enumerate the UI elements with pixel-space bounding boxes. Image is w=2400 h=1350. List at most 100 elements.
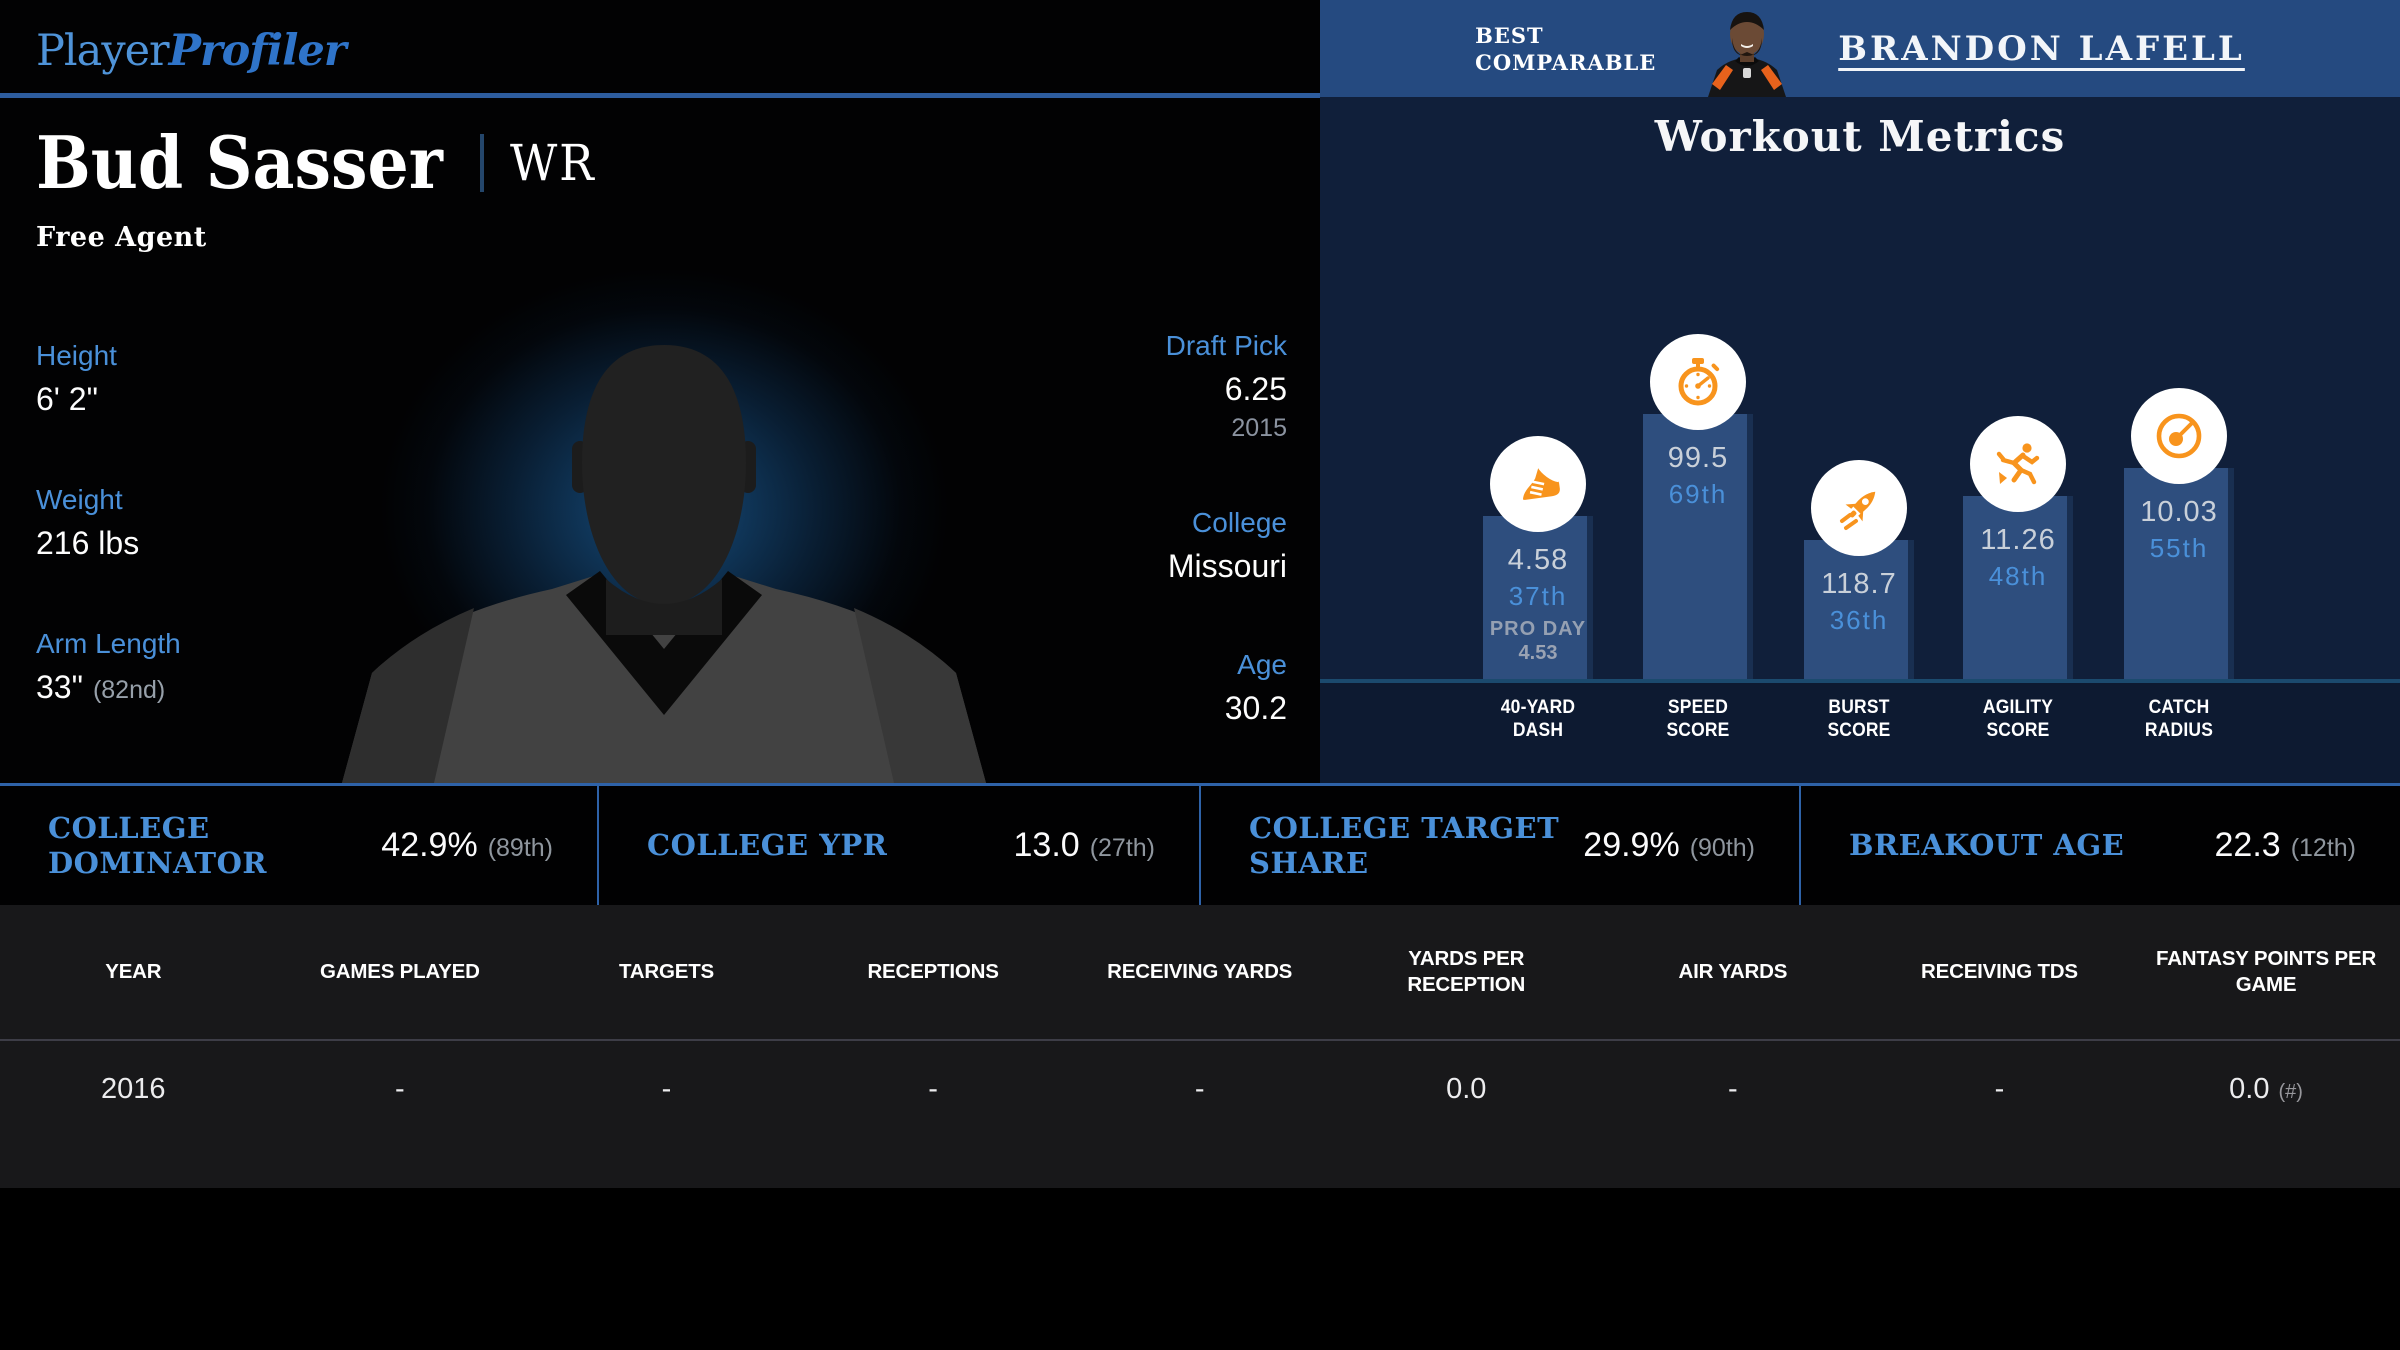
logo-italic: Profiler	[168, 26, 347, 76]
comparable-player-avatar[interactable]	[1688, 8, 1806, 97]
col-receiving-yards: RECEIVING YARDS	[1107, 960, 1293, 983]
bio-label: Arm Length	[36, 628, 181, 659]
footer-space	[0, 1188, 2400, 1350]
bar-40-yard-dash: 4.58 37th PRO DAY 4.53	[1483, 436, 1593, 679]
col-yards-per-reception: YARDS PER RECEPTION	[1407, 947, 1526, 996]
player-team-status: Free Agent	[36, 222, 207, 253]
metric-percentile: 55th	[2149, 533, 2209, 563]
college-dominator-cell: COLLEGE DOMINATOR 42.9% (89th)	[0, 786, 597, 905]
bio-value: 6' 2"	[36, 381, 98, 417]
col-receiving-tds: RECEIVING TDS	[1921, 960, 2078, 983]
metric-label-catch-radius: CATCH RADIUS	[2144, 697, 2214, 741]
metric-label-speed-score: SPEED SCORE	[1666, 697, 1730, 741]
col-games-played: GAMES PLAYED	[320, 960, 480, 983]
college-stat-percentile: (12th)	[2290, 834, 2356, 862]
bio-value: 33" (82nd)	[36, 669, 166, 705]
runner-icon	[1970, 416, 2066, 512]
metric-labels-band: 40-YARD DASH SPEED SCORE BURST SCORE AGI…	[1320, 683, 2400, 783]
bio-value: Missouri	[1167, 548, 1287, 584]
college-stat-value: 13.0	[1013, 826, 1080, 864]
metric-percentile: 69th	[1668, 479, 1728, 509]
cell-year: 2016	[101, 1072, 166, 1105]
player-position: WR	[510, 133, 596, 192]
college-stat-percentile: (90th)	[1689, 834, 1755, 862]
college-ypr-cell: COLLEGE YPR 13.0 (27th)	[597, 786, 1199, 905]
pro-day-note: PRO DAY 4.53	[1489, 618, 1587, 664]
metric-value: 11.26	[1980, 524, 2056, 556]
metric-percentile: 36th	[1829, 605, 1889, 635]
bio-age: Age 30.2	[1166, 649, 1287, 727]
metric-label-agility-score: AGILITY SCORE	[1982, 697, 2054, 741]
bio-height: Height 6' 2"	[36, 340, 181, 418]
breakout-age-cell: BREAKOUT AGE 22.3 (12th)	[1799, 786, 2400, 905]
bio-draft-year-note: 2015	[1231, 414, 1287, 442]
college-stat-value: 42.9%	[381, 826, 478, 864]
bio-draft-pick: Draft Pick 6.25 2015	[1166, 330, 1287, 443]
table-row-2016: 2016 - - - - 0.0 - - 0.0 (#)	[0, 1041, 2400, 1137]
col-receptions: RECEPTIONS	[867, 960, 999, 983]
bio-label: Height	[36, 340, 117, 371]
col-targets: TARGETS	[618, 960, 714, 983]
bio-label: Weight	[36, 484, 123, 515]
cell-fantasy-points-per-game: 0.0 (#)	[2229, 1072, 2303, 1105]
bio-college: College Missouri	[1166, 507, 1287, 585]
college-stat-value: 22.3	[2214, 826, 2281, 864]
bar-catch-radius: 10.03 55th	[2124, 388, 2234, 679]
bio-label: Draft Pick	[1165, 330, 1287, 361]
player-silhouette-image	[342, 345, 986, 783]
metric-value: 99.5	[1667, 442, 1729, 474]
college-stat-value: 29.9%	[1583, 826, 1680, 864]
college-stat-percentile: (89th)	[487, 834, 553, 862]
metric-percentile: 37th	[1508, 581, 1568, 611]
bio-value: 30.2	[1224, 690, 1287, 726]
season-stats-table: YEAR GAMES PLAYED TARGETS RECEPTIONS REC…	[0, 905, 2400, 1188]
table-header-divider	[0, 1039, 2400, 1041]
metric-value: 10.03	[2140, 496, 2218, 528]
running-shoe-icon	[1490, 436, 1586, 532]
bar-burst-score: 118.7 36th	[1804, 460, 1914, 679]
bio-percentile-note: (82nd)	[92, 676, 166, 704]
player-summary-panel: PlayerProfiler Bud Sasser WR Free Agent …	[0, 0, 1320, 783]
col-year: YEAR	[105, 960, 162, 983]
header-divider-line	[0, 93, 1320, 98]
player-name-row: Bud Sasser WR	[36, 120, 603, 205]
fantasy-points-note: (#)	[2278, 1080, 2303, 1103]
bio-left-column: Height 6' 2" Weight 216 lbs Arm Length 3…	[36, 340, 181, 772]
cell-air-yards: -	[1728, 1072, 1738, 1105]
college-stats-strip: COLLEGE DOMINATOR 42.9% (89th) COLLEGE YP…	[0, 783, 2400, 905]
metric-label-40-yard-dash: 40-YARD DASH	[1500, 697, 1576, 741]
metric-label-burst-score: BURST SCORE	[1827, 697, 1891, 741]
cell-games-played: -	[395, 1072, 405, 1105]
best-comparable-label: BEST COMPARABLE	[1475, 22, 1657, 75]
cell-receptions: -	[928, 1072, 938, 1105]
chart-baseline	[1320, 679, 2400, 683]
player-profiler-logo[interactable]: PlayerProfiler	[36, 26, 347, 76]
bio-label: Age	[1237, 649, 1287, 680]
stopwatch-icon	[1650, 334, 1746, 430]
metric-value: 4.58	[1507, 544, 1569, 576]
bio-value: 216 lbs	[36, 525, 140, 561]
bio-value: 6.25	[1224, 371, 1287, 407]
metric-value: 118.7	[1821, 568, 1897, 600]
bio-label: College	[1192, 507, 1287, 538]
college-stat-label: COLLEGE TARGET SHARE	[1249, 810, 1560, 880]
bar-speed-score: 99.5 69th	[1643, 334, 1753, 679]
col-air-yards: AIR YARDS	[1678, 960, 1788, 983]
cell-yards-per-reception: 0.0	[1446, 1072, 1487, 1105]
workout-metrics-title: Workout Metrics	[1654, 112, 2066, 161]
workout-metrics-panel: BEST COMPARABLE BRANDON LAFELL Workout M…	[1320, 0, 2400, 783]
college-stat-label: COLLEGE YPR	[647, 828, 888, 862]
best-comparable-bar: BEST COMPARABLE BRANDON LAFELL	[1320, 0, 2400, 97]
logo-regular: Player	[36, 26, 170, 76]
bar-agility-score: 11.26 48th	[1963, 416, 2073, 679]
college-stat-label: COLLEGE DOMINATOR	[48, 810, 267, 880]
rocket-icon	[1811, 460, 1907, 556]
name-position-divider	[480, 133, 485, 192]
cell-receiving-tds: -	[1994, 1072, 2005, 1105]
table-header-row: YEAR GAMES PLAYED TARGETS RECEPTIONS REC…	[0, 905, 2400, 1039]
college-stat-percentile: (27th)	[1089, 834, 1155, 862]
comparable-player-link[interactable]: BRANDON LAFELL	[1838, 28, 2245, 69]
college-target-share-cell: COLLEGE TARGET SHARE 29.9% (90th)	[1199, 786, 1799, 905]
bio-weight: Weight 216 lbs	[36, 484, 181, 562]
